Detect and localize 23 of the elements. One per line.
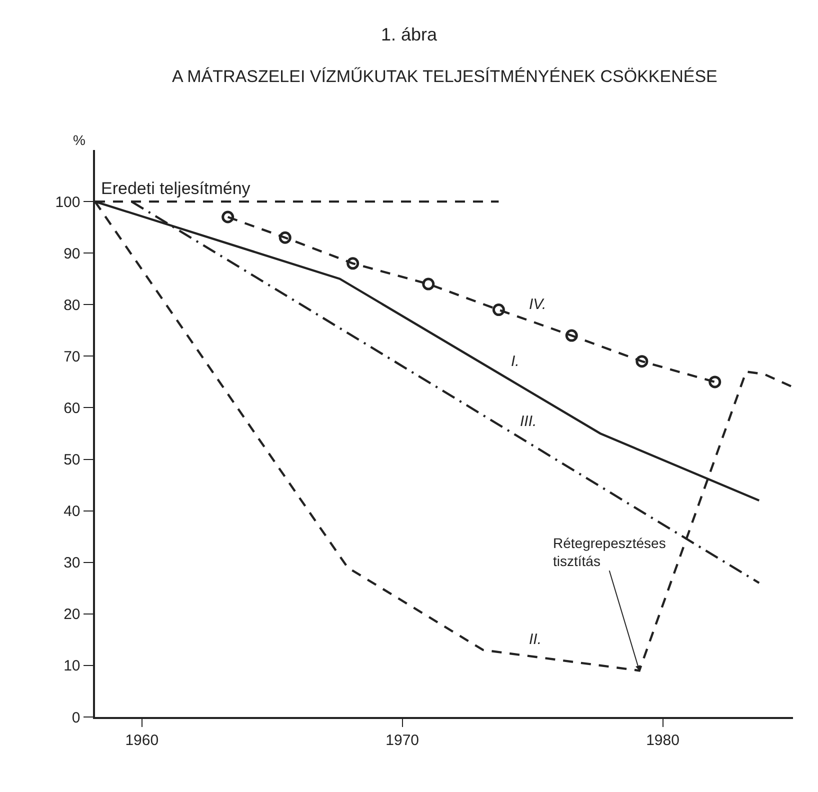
chart-subtitle: A MÁTRASZELEI VÍZMŰKUTAK TELJESÍTMÉNYÉNEK CSÖKKENÉSE bbox=[172, 67, 718, 86]
y-tick-label: 0 bbox=[72, 709, 80, 726]
series-label: II. bbox=[529, 631, 542, 648]
y-tick-label: 20 bbox=[64, 606, 80, 624]
y-tick-label: 90 bbox=[64, 245, 80, 262]
x-tick-label: 1970 bbox=[386, 732, 420, 749]
y-axis-title: % bbox=[73, 132, 86, 148]
y-tick-label: 10 bbox=[64, 658, 80, 675]
series-label: Eredeti teljesítmény bbox=[101, 179, 251, 198]
y-tick-label: 100 bbox=[55, 194, 80, 211]
y-tick-label: 80 bbox=[64, 296, 80, 314]
y-tick-label: 60 bbox=[64, 400, 80, 417]
y-tick-label: 40 bbox=[64, 503, 80, 520]
series-label: III. bbox=[520, 413, 537, 430]
chart-title: 1. ábra bbox=[380, 24, 438, 44]
y-tick-label: 30 bbox=[64, 554, 80, 572]
series-label: IV. bbox=[529, 296, 546, 313]
y-tick-label: 50 bbox=[64, 452, 80, 469]
series-label: I. bbox=[511, 353, 520, 370]
annotation: Rétegrepesztéses tisztítás bbox=[553, 535, 666, 570]
y-tick-label: 70 bbox=[64, 348, 80, 366]
x-tick-label: 1960 bbox=[125, 732, 159, 749]
x-tick-label: 1980 bbox=[646, 732, 680, 749]
